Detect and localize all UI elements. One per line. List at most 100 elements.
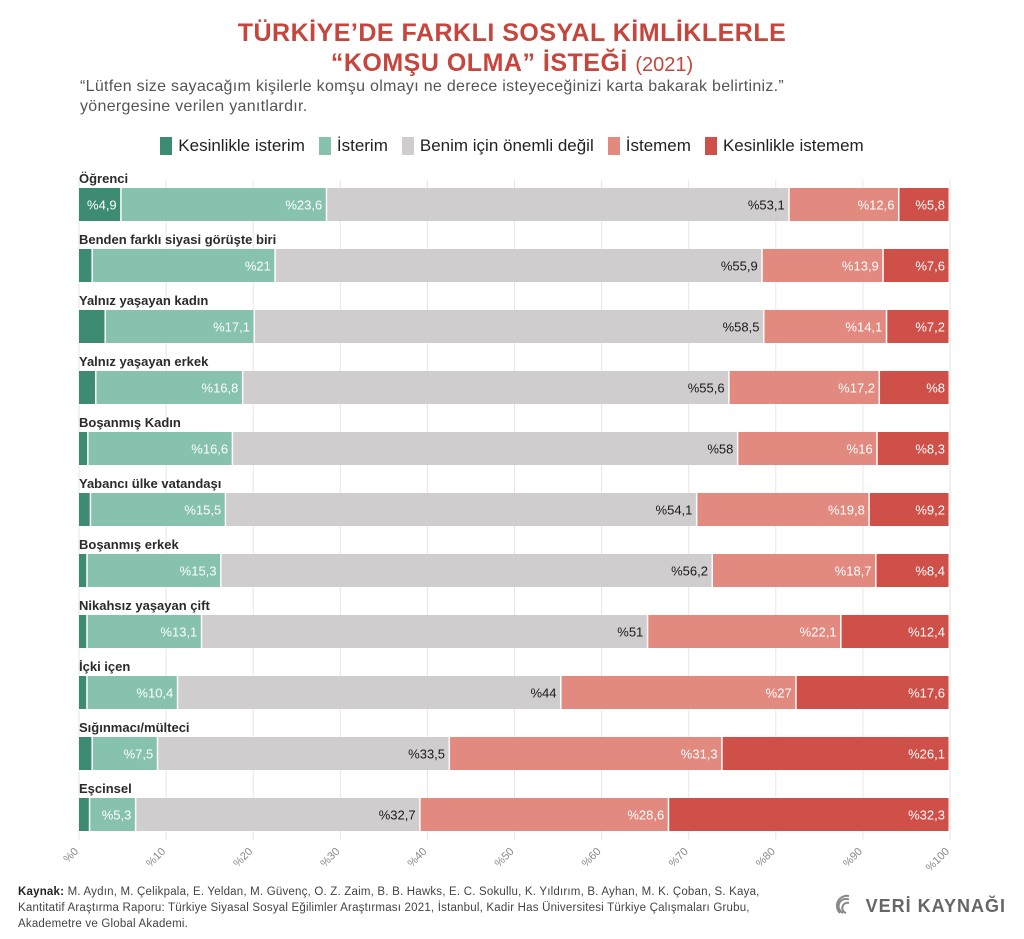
x-tick-label: %50 bbox=[493, 846, 517, 870]
data-label: %7,5 bbox=[124, 747, 154, 762]
bar-segment-yabanci-ulke-vatandasi-isterim bbox=[91, 493, 225, 526]
bar-segment-bosanmis-kadin-istemem bbox=[738, 432, 877, 465]
data-label: %13,1 bbox=[160, 625, 197, 640]
data-label: %5,8 bbox=[915, 198, 945, 213]
data-label: %19,8 bbox=[828, 503, 865, 518]
bar-segment-nikahsiz-yasayan-cift-kesinlikle-istemem bbox=[841, 615, 949, 648]
data-label: %54,1 bbox=[656, 503, 693, 518]
data-label: %8,4 bbox=[915, 564, 945, 579]
stacked-bar-chart: Öğrenci %4,9 %23,6 %53,1 %12,6 %5,8 Benden far… bbox=[61, 171, 952, 874]
bar-segment-bosanmis-erkek-benim-icin-onemli-degil bbox=[221, 554, 712, 587]
data-label: %58 bbox=[707, 442, 733, 457]
x-tick-label: %90 bbox=[841, 846, 865, 870]
data-label: %55,9 bbox=[721, 259, 758, 274]
bar-segment-yalniz-yasayan-erkek-kesinlikle-isterim bbox=[79, 371, 95, 404]
data-label: %22,1 bbox=[800, 625, 837, 640]
category-label-yalniz-yasayan-erkek: Yalnız yaşayan erkek bbox=[79, 354, 209, 369]
bar-segment-siginmaci-multeci-istemem bbox=[450, 737, 722, 770]
x-tick-label: %100 bbox=[924, 846, 952, 874]
bar-segment-siginmaci-multeci-kesinlikle-istemem bbox=[722, 737, 949, 770]
data-label: %4,9 bbox=[87, 198, 117, 213]
legend-item-kesinlikle-isterim: Kesinlikle isterim bbox=[160, 136, 305, 156]
data-label: %7,2 bbox=[915, 320, 945, 335]
bar-segment-yalniz-yasayan-erkek-benim-icin-onemli-degil bbox=[243, 371, 729, 404]
data-label: %12,6 bbox=[858, 198, 895, 213]
data-label: %5,3 bbox=[102, 808, 132, 823]
data-label: %58,5 bbox=[723, 320, 760, 335]
bar-segment-ogrenci-benim-icin-onemli-degil bbox=[327, 188, 789, 221]
data-label: %31,3 bbox=[681, 747, 718, 762]
data-label: %9,2 bbox=[915, 503, 945, 518]
bar-segment-escinsel-benim-icin-onemli-degil bbox=[136, 798, 420, 831]
bar-segment-yalniz-yasayan-erkek-kesinlikle-istemem bbox=[880, 371, 949, 404]
bar-segment-nikahsiz-yasayan-cift-kesinlikle-isterim bbox=[79, 615, 87, 648]
data-label: %16,8 bbox=[202, 381, 239, 396]
bar-segment-ogrenci-kesinlikle-istemem bbox=[899, 188, 949, 221]
category-label-escinsel: Eşcinsel bbox=[79, 781, 132, 796]
legend-item-onemli-degil: Benim için önemli değil bbox=[401, 136, 594, 156]
bar-segment-yalniz-yasayan-kadin-kesinlikle-isterim bbox=[79, 310, 105, 343]
bar-segment-icki-icen-isterim bbox=[87, 676, 177, 709]
bar-segment-yalniz-yasayan-erkek-isterim bbox=[96, 371, 242, 404]
data-label: %23,6 bbox=[285, 198, 322, 213]
bar-segment-benden-farkli-siyasi-goruste-biri-kesinlikle-istemem bbox=[883, 249, 949, 282]
data-label: %55,6 bbox=[688, 381, 725, 396]
bar-segment-yabanci-ulke-vatandasi-kesinlikle-isterim bbox=[79, 493, 90, 526]
chart-legend: Kesinlikle isterim İsterim Benim için ön… bbox=[0, 136, 1024, 156]
bar-segment-escinsel-istemem bbox=[420, 798, 668, 831]
chart-title-main: “KOMŞU OLMA” İSTEĞİ bbox=[330, 49, 628, 77]
bar-segment-bosanmis-kadin-benim-icin-onemli-degil bbox=[233, 432, 737, 465]
bar-segment-nikahsiz-yasayan-cift-istemem bbox=[648, 615, 841, 648]
chart-subtitle: “Lütfen size sayacağım kişilerle komşu o… bbox=[80, 77, 980, 117]
legend-label: İstemem bbox=[625, 136, 691, 155]
data-label: %27 bbox=[766, 686, 792, 701]
bar-segment-ogrenci-isterim bbox=[121, 188, 326, 221]
bar-segment-siginmaci-multeci-isterim bbox=[92, 737, 157, 770]
chart-title-line2: “KOMŞU OLMA” İSTEĞİ (2021) bbox=[0, 48, 1024, 80]
legend-swatch bbox=[401, 137, 414, 155]
data-label: %15,5 bbox=[184, 503, 221, 518]
bar-segment-escinsel-kesinlikle-isterim bbox=[79, 798, 89, 831]
subtitle-line2: yönergesine verilen yanıtlardır. bbox=[80, 98, 308, 115]
data-label: %21 bbox=[245, 259, 271, 274]
legend-swatch bbox=[704, 137, 717, 155]
category-label-icki-icen: İçki içen bbox=[79, 659, 130, 674]
bar-segment-escinsel-kesinlikle-istemem bbox=[669, 798, 949, 831]
data-label: %16 bbox=[847, 442, 873, 457]
source-label: Kaynak: bbox=[18, 886, 65, 898]
bar-segment-ogrenci-istemem bbox=[789, 188, 898, 221]
x-tick-label: %70 bbox=[667, 846, 691, 870]
legend-item-kesinlikle-istemem: Kesinlikle istemem bbox=[704, 136, 864, 156]
chart-title-line1: TÜRKİYE’DE FARKLI SOSYAL KİMLİKLERLE bbox=[237, 19, 787, 47]
data-label: %12,4 bbox=[908, 625, 945, 640]
category-label-benden-farkli-siyasi-goruste-biri: Benden farklı siyasi görüşte biri bbox=[79, 232, 276, 247]
bar-segment-bosanmis-erkek-isterim bbox=[87, 554, 221, 587]
legend-label: Benim için önemli değil bbox=[419, 136, 594, 155]
data-label: %17,2 bbox=[838, 381, 875, 396]
category-label-nikahsiz-yasayan-cift: Nikahsız yaşayan çift bbox=[79, 598, 210, 613]
category-label-bosanmis-erkek: Boşanmış erkek bbox=[79, 537, 179, 552]
data-label: %8,3 bbox=[915, 442, 945, 457]
legend-swatch bbox=[318, 137, 331, 155]
bar-segment-siginmaci-multeci-benim-icin-onemli-degil bbox=[158, 737, 449, 770]
bar-segment-yalniz-yasayan-kadin-istemem bbox=[764, 310, 886, 343]
veri-kaynagi-logo: VERİ KAYNAĞI bbox=[835, 893, 1006, 919]
bar-segment-benden-farkli-siyasi-goruste-biri-kesinlikle-isterim bbox=[79, 249, 92, 282]
bar-segment-yabanci-ulke-vatandasi-istemem bbox=[697, 493, 869, 526]
logo-text: VERİ KAYNAĞI bbox=[865, 895, 1006, 916]
source-note: Kaynak: M. Aydın, M. Çelikpala, E. Yelda… bbox=[18, 884, 798, 932]
data-label: %33,5 bbox=[408, 747, 445, 762]
bar-segment-bosanmis-kadin-kesinlikle-isterim bbox=[79, 432, 88, 465]
x-tick-label: %20 bbox=[231, 846, 255, 870]
data-label: %26,1 bbox=[908, 747, 945, 762]
category-label-yalniz-yasayan-kadin: Yalnız yaşayan kadın bbox=[79, 293, 208, 308]
data-label: %51 bbox=[617, 625, 643, 640]
legend-item-isterim: İsterim bbox=[318, 136, 388, 156]
data-label: %17,6 bbox=[908, 686, 945, 701]
data-label: %18,7 bbox=[835, 564, 872, 579]
data-label: %17,1 bbox=[213, 320, 250, 335]
legend-swatch bbox=[607, 137, 620, 155]
data-label: %16,6 bbox=[191, 442, 228, 457]
bar-segment-bosanmis-erkek-istemem bbox=[713, 554, 876, 587]
legend-item-istemem: İstemem bbox=[607, 136, 691, 156]
